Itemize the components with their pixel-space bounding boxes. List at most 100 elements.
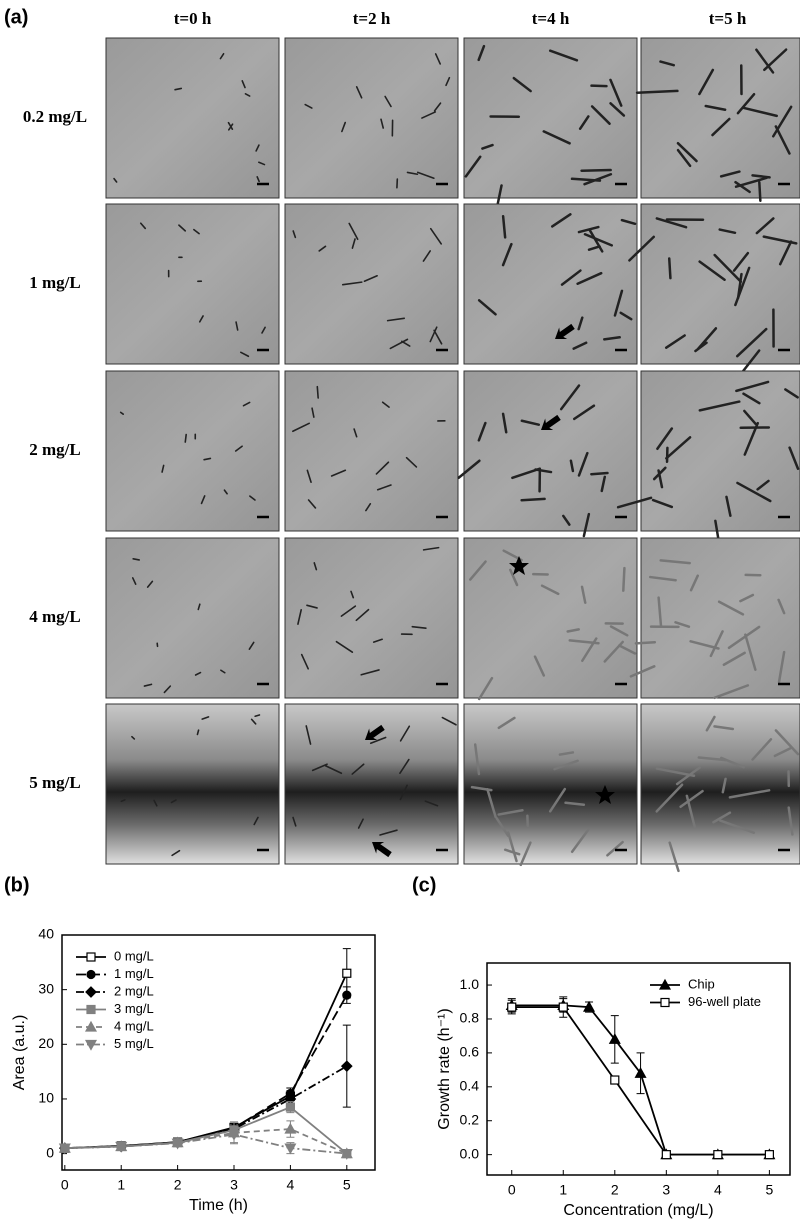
cell xyxy=(139,222,147,230)
micrograph xyxy=(463,37,638,210)
cell xyxy=(739,593,755,603)
cell xyxy=(618,644,637,655)
cell xyxy=(318,245,327,252)
cell xyxy=(495,817,510,837)
marker xyxy=(84,1039,98,1051)
y-tick-label: 1.0 xyxy=(460,976,480,992)
cell xyxy=(722,651,746,667)
cell xyxy=(161,464,165,473)
cell xyxy=(441,716,457,726)
cell xyxy=(675,766,702,786)
row-label: 4 mg/L xyxy=(29,607,80,626)
cell xyxy=(433,102,442,112)
cell xyxy=(698,400,741,412)
cell xyxy=(755,217,775,235)
cell xyxy=(380,118,385,129)
cell xyxy=(629,665,656,678)
cell xyxy=(481,143,494,150)
cell xyxy=(743,409,757,426)
cell xyxy=(416,171,435,180)
y-axis-label: Growth rate (h⁻¹) xyxy=(436,1008,453,1129)
x-tick-label: 1 xyxy=(117,1177,125,1193)
cell xyxy=(203,457,212,461)
cell xyxy=(698,68,715,96)
cell xyxy=(297,608,303,625)
marker xyxy=(658,978,672,990)
cell xyxy=(777,650,786,684)
cell xyxy=(667,257,672,280)
cell xyxy=(235,321,239,331)
micrograph xyxy=(640,703,800,873)
cell xyxy=(292,230,297,239)
micrograph xyxy=(628,203,800,376)
micrograph xyxy=(284,203,459,365)
cell xyxy=(132,558,140,561)
cell xyxy=(755,48,775,74)
cell xyxy=(603,640,624,663)
cell xyxy=(178,224,187,232)
cell xyxy=(609,625,629,637)
legend-label: Chip xyxy=(688,976,715,991)
micrograph xyxy=(284,370,459,532)
cell xyxy=(477,44,486,62)
cell xyxy=(679,789,704,809)
x-tick-label: 5 xyxy=(343,1177,351,1193)
cell xyxy=(324,764,343,775)
image xyxy=(463,203,638,365)
cell xyxy=(399,784,408,801)
cell xyxy=(711,117,731,137)
legend-label: 4 mg/L xyxy=(114,1018,154,1033)
cell xyxy=(705,715,716,732)
cell xyxy=(564,801,586,806)
arrow xyxy=(541,414,561,430)
image xyxy=(105,703,280,865)
cell xyxy=(788,446,800,470)
x-tick-label: 3 xyxy=(230,1177,238,1193)
series: 96-well plate xyxy=(507,994,774,1160)
x-tick-label: 0 xyxy=(61,1177,69,1193)
cell xyxy=(468,560,487,581)
cell xyxy=(365,503,372,512)
cell xyxy=(512,76,532,93)
micrograph xyxy=(105,537,280,699)
cell xyxy=(550,213,572,228)
cell xyxy=(501,412,508,434)
cell xyxy=(228,123,234,131)
x-tick-label: 1 xyxy=(559,1182,567,1198)
cell xyxy=(613,289,624,317)
cell xyxy=(689,574,699,592)
marker xyxy=(285,1102,296,1112)
cell xyxy=(429,326,438,343)
cell xyxy=(120,799,126,803)
cell xyxy=(197,603,201,611)
panel-label: (b) xyxy=(4,874,30,896)
marker xyxy=(284,1143,297,1155)
cell xyxy=(400,340,411,347)
row-label: 5 mg/L xyxy=(29,773,80,792)
cell xyxy=(582,512,591,538)
cell xyxy=(533,655,546,677)
cell xyxy=(357,818,364,829)
line xyxy=(64,972,348,1150)
column-header: t=4 h xyxy=(532,9,570,28)
cell xyxy=(758,180,762,202)
cell xyxy=(424,800,439,807)
panel-label: (a) xyxy=(4,6,28,28)
micrograph xyxy=(284,703,459,865)
cell xyxy=(304,103,313,109)
cell xyxy=(520,497,546,502)
cell xyxy=(609,78,623,107)
y-tick-label: 0 xyxy=(46,1144,54,1160)
cell xyxy=(239,351,250,358)
marker xyxy=(171,1138,184,1150)
micrograph xyxy=(284,37,459,199)
image xyxy=(105,537,280,699)
marker xyxy=(558,1002,568,1012)
plot-frame xyxy=(486,962,791,1176)
cell xyxy=(620,218,637,226)
cell xyxy=(501,215,507,239)
cell xyxy=(255,144,260,152)
cell xyxy=(200,495,206,505)
marker xyxy=(85,986,97,998)
